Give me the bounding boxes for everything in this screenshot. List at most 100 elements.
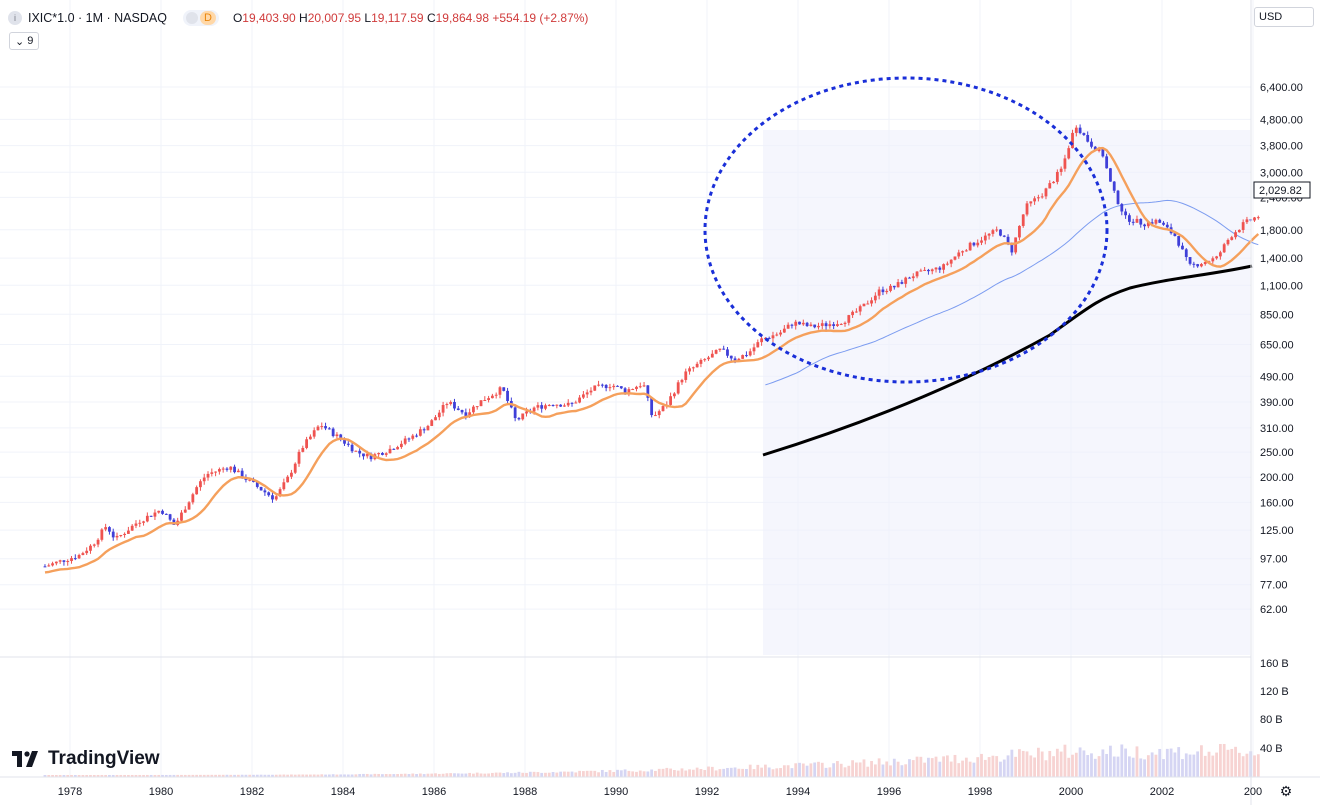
candle-body <box>980 240 983 243</box>
price-tick-label: 3,800.00 <box>1260 141 1303 153</box>
candle-body <box>851 311 854 316</box>
volume-bar <box>1230 748 1234 777</box>
volume-bar <box>726 767 729 777</box>
candle-body <box>142 521 145 523</box>
volume-bar <box>142 774 145 777</box>
candle-body <box>707 357 710 360</box>
volume-bar <box>149 774 153 777</box>
volume-bar <box>1188 754 1192 777</box>
market-status-pill[interactable]: D <box>182 10 219 26</box>
volume-bar <box>236 774 240 777</box>
candle-body <box>817 325 820 328</box>
volume-bar <box>915 756 919 777</box>
candle-body <box>259 486 263 491</box>
volume-bar <box>1067 757 1071 777</box>
candle-body <box>1101 148 1105 157</box>
candle-body <box>699 359 703 364</box>
candle-body <box>547 404 551 406</box>
candle-body <box>945 263 949 265</box>
candle-body <box>320 426 324 428</box>
candle-body <box>290 472 293 477</box>
volume-bar <box>176 774 180 777</box>
volume-bar <box>995 756 999 777</box>
candle-body <box>866 303 870 305</box>
candle-body <box>885 290 889 293</box>
price-axis[interactable]: 6,400.004,800.003,800.003,000.002,400.00… <box>1260 82 1303 616</box>
candle-body <box>464 412 468 418</box>
volume-bar <box>43 774 47 777</box>
volume-bar <box>718 769 722 777</box>
volume-bar <box>953 754 957 777</box>
price-tick-label: 77.00 <box>1260 580 1288 592</box>
candle-body <box>949 259 953 264</box>
candle-body <box>449 401 453 405</box>
candle-body <box>108 527 111 532</box>
time-tick-label: 1990 <box>604 786 628 798</box>
volume-bar <box>801 763 805 777</box>
currency-button[interactable]: USD <box>1254 7 1314 27</box>
volume-bar <box>1120 744 1124 777</box>
volume-bar <box>335 774 339 777</box>
symbol-title[interactable]: IXIC*1.0 · 1M · NASDAQ <box>28 11 167 25</box>
volume-bar <box>832 763 836 777</box>
candle-body <box>760 338 763 343</box>
volume-bar <box>483 773 487 777</box>
candle-body <box>1093 146 1097 151</box>
volume-bar <box>164 774 168 777</box>
volume-bar <box>513 772 517 777</box>
volume-bar <box>89 774 92 777</box>
trend-line <box>762 264 1253 457</box>
volume-bar <box>665 767 669 777</box>
time-axis[interactable]: 1978 1980 1982 1984 1986 1988 1990 1992 1994 1996… <box>58 786 1262 798</box>
volume-bar <box>195 774 199 777</box>
volume-bar <box>763 764 767 777</box>
candle-body <box>1086 134 1090 142</box>
candle-body <box>191 494 195 503</box>
volume-bar <box>616 769 619 777</box>
volume-bar <box>892 758 896 777</box>
candle-body <box>1055 171 1059 182</box>
candle-body <box>278 489 282 497</box>
candle-body <box>263 490 267 493</box>
volume-bar <box>976 757 980 777</box>
candle-body <box>1150 222 1154 224</box>
candle-body <box>745 355 748 357</box>
indicators-toggle-button[interactable]: ⌄ 9 <box>9 32 40 50</box>
volume-bar <box>157 774 161 777</box>
candle-body <box>1010 243 1014 253</box>
candle-body <box>1162 222 1165 225</box>
candle-body <box>1139 218 1143 225</box>
volume-bar <box>327 774 331 777</box>
volume-bar <box>961 760 964 777</box>
volume-bar <box>1184 753 1188 777</box>
candle-body <box>441 404 445 413</box>
candle-body <box>1063 158 1067 169</box>
volume-bar <box>1162 759 1165 777</box>
gear-icon[interactable]: ⚙ <box>1279 782 1293 799</box>
candle-body <box>1071 132 1074 149</box>
candle-body <box>1090 141 1093 147</box>
price-tick-label: 160.00 <box>1260 497 1294 509</box>
candle-body <box>331 428 335 437</box>
tradingview-logo[interactable]: TradingView <box>12 748 160 770</box>
candle-body <box>854 311 858 313</box>
candle-body <box>472 406 475 413</box>
candle-body <box>308 436 312 440</box>
candle-body <box>900 282 904 284</box>
volume-bar <box>1116 756 1120 777</box>
info-circle-icon[interactable]: i <box>8 11 22 25</box>
volume-bar <box>1215 752 1218 777</box>
candle-body <box>369 453 373 460</box>
candle-body <box>1245 219 1249 223</box>
volume-bar <box>597 772 600 777</box>
volume-bar <box>286 774 290 777</box>
volume-bar <box>362 773 365 777</box>
volume-bar <box>938 761 942 777</box>
candle-body <box>1192 263 1196 265</box>
volume-bar <box>1097 756 1101 777</box>
candle-body <box>286 476 290 483</box>
volume-bar <box>1109 745 1112 777</box>
candle-body <box>460 409 464 413</box>
low-value: 19,117.59 <box>371 11 424 25</box>
